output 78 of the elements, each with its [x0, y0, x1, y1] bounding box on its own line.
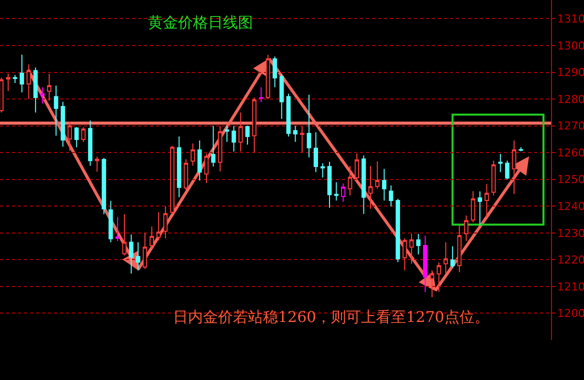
candlestick: [211, 125, 216, 168]
candlestick: [190, 143, 195, 166]
candlestick: [491, 160, 496, 196]
candlestick: [341, 182, 346, 202]
candlestick: [478, 190, 482, 226]
candlestick: [368, 165, 373, 210]
candlestick: [457, 224, 462, 273]
candlestick: [20, 54, 24, 93]
candlestick: [163, 206, 168, 239]
candlestick: [129, 234, 134, 274]
candlestick: [272, 56, 277, 88]
candlestick: [362, 155, 366, 214]
candlestick: [423, 235, 428, 293]
candlestick: [286, 93, 291, 138]
candlestick: [293, 125, 298, 142]
candlestick: [102, 157, 106, 215]
candlestick: [375, 160, 380, 190]
candlestick: [306, 94, 312, 158]
candlestick: [218, 125, 222, 172]
candlestick: [320, 162, 325, 178]
candlestick: [54, 85, 58, 136]
candlestick: [108, 200, 113, 243]
candlestick: [484, 183, 489, 218]
candlestick: [470, 190, 476, 223]
candlestick: [245, 125, 250, 146]
candlestick: [348, 165, 352, 196]
candlestick: [266, 54, 270, 100]
candlestick: [150, 226, 154, 249]
candlestick: [6, 73, 10, 92]
candlestick: [204, 153, 209, 184]
candlestick: [409, 233, 414, 264]
text: 黄金价格日线图: [148, 13, 253, 32]
candlestick: [436, 262, 442, 292]
candlestick: [68, 121, 72, 152]
candlestick: [197, 140, 202, 181]
candlestick: [176, 136, 182, 198]
candlestick: [314, 132, 318, 173]
candlestick: [444, 242, 448, 274]
candlestick: [94, 156, 100, 172]
candlestick: [224, 125, 230, 142]
candlestick: [505, 160, 510, 180]
candlestick: [136, 242, 140, 271]
candlestick: [238, 112, 243, 152]
candlestick: [416, 233, 421, 255]
candlestick: [12, 74, 18, 84]
candlestick: [512, 140, 516, 194]
annotation: 日内金价若站稳1260，则可上看至1270点位。: [173, 308, 490, 326]
candlestick: [334, 182, 339, 202]
candlestick: [450, 246, 455, 268]
candlestick: [354, 153, 360, 181]
candlestick: [184, 158, 188, 191]
candlestick: [88, 120, 92, 166]
candlestick: [327, 161, 332, 208]
candlestick: [382, 168, 386, 202]
candlestick: [60, 101, 66, 148]
candlestick: [81, 126, 86, 142]
candlestick: [156, 212, 161, 241]
candlestick: [464, 215, 468, 242]
candlestick: [122, 214, 127, 256]
candlestick: [518, 146, 524, 152]
candlestick: [388, 185, 394, 207]
candlestick: [232, 125, 236, 152]
candlestick: [396, 198, 400, 263]
candlestick: [142, 232, 148, 270]
candlestick: [279, 73, 284, 120]
candlestick: [402, 238, 407, 271]
candlestick: [300, 126, 304, 153]
candlestick: [47, 73, 52, 102]
candlestick: [170, 145, 174, 215]
candlestick: [498, 153, 503, 173]
candlestick: [258, 86, 264, 103]
candlestick: [115, 216, 120, 242]
candlestick: [252, 96, 256, 153]
candlestick: [26, 64, 31, 100]
candlestick: [430, 270, 434, 298]
candlestick: [40, 86, 45, 104]
candlestick: [33, 66, 38, 113]
candlestick: [74, 126, 79, 148]
